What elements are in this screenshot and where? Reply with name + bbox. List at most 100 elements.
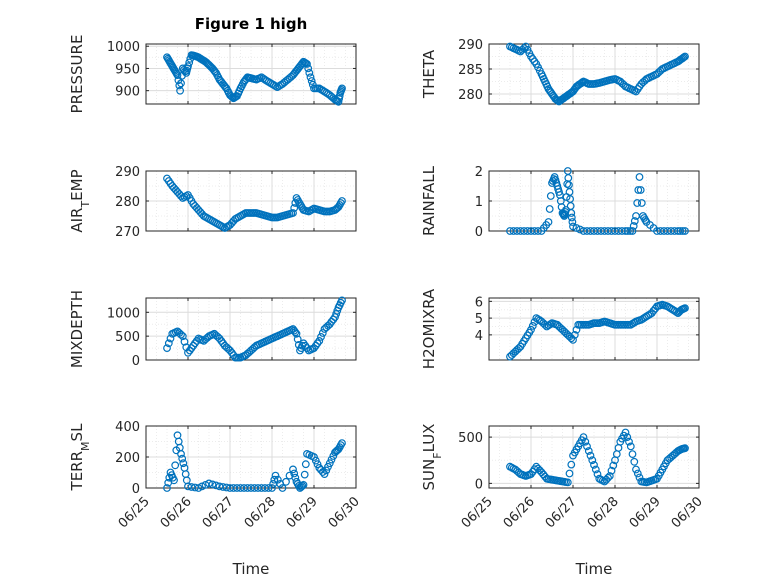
data-point: [527, 325, 535, 334]
data-point: [618, 227, 626, 235]
data-point: [177, 79, 185, 88]
data-point: [678, 227, 687, 235]
x-tick-label: 06/30: [326, 494, 363, 531]
data-point: [173, 71, 182, 79]
y-tick-label: 0: [475, 477, 483, 492]
data-point: [227, 92, 236, 100]
data-point: [163, 484, 171, 492]
data-point: [338, 197, 346, 205]
data-point: [305, 68, 314, 77]
axes-box: [488, 297, 700, 361]
y-tick-label: 950: [115, 62, 140, 77]
data-point: [282, 477, 290, 486]
data-point: [567, 460, 576, 469]
y-tick-label: 4: [475, 329, 483, 344]
data-point: [623, 227, 632, 235]
data-point: [607, 466, 616, 475]
axes-box: [145, 43, 357, 105]
data-point: [306, 73, 315, 82]
data-point: [541, 320, 549, 329]
data-point: [681, 304, 689, 313]
data-point: [614, 444, 623, 452]
data-point: [545, 205, 554, 213]
data-point: [163, 344, 171, 353]
y-tick-label: 290: [458, 38, 483, 53]
data-point: [177, 330, 185, 339]
axes-box: [488, 425, 700, 489]
data-point: [310, 453, 318, 461]
data-point: [681, 444, 689, 453]
data-point: [679, 53, 688, 62]
data-point: [609, 461, 618, 470]
data-point: [175, 81, 184, 90]
y-tick-label: 5: [475, 312, 483, 327]
panel-rainfall: 0 1 2 RAINFALL: [420, 165, 700, 240]
data-point: [185, 58, 194, 67]
data-point: [625, 437, 633, 446]
data-point: [552, 95, 561, 104]
data-point: [182, 476, 191, 485]
data-point: [315, 337, 324, 345]
data-point: [318, 329, 327, 337]
data-point: [636, 186, 645, 194]
data-point: [637, 199, 646, 207]
data-point: [327, 455, 336, 464]
data-point: [577, 79, 586, 88]
y-axis-label-air-temp: AIRTEMP: [68, 169, 92, 232]
data-point: [271, 471, 280, 480]
data-point: [628, 227, 637, 235]
data-point: [581, 437, 590, 446]
data-point: [528, 322, 537, 330]
data-point: [268, 484, 276, 492]
y-tick-label: 280: [115, 195, 140, 210]
x-tick-label: 06/29: [627, 494, 664, 531]
data-point: [177, 450, 185, 458]
data-point: [628, 450, 637, 459]
y-axis-label-mixdepth: MIXDEPTH: [68, 290, 86, 368]
y-tick-label: 280: [458, 88, 483, 103]
x-tick-label: 06/27: [200, 494, 237, 531]
panel-air-temp: 270 280 290 AIRTEMP: [68, 165, 357, 240]
panel-pressure: 900 950 1000 PRESSURE: [68, 35, 357, 114]
data-point: [576, 225, 584, 234]
y-tick-label: 1: [475, 195, 483, 210]
figure-title: Figure 1 high: [195, 15, 308, 33]
data-point: [572, 224, 581, 232]
data-point: [178, 332, 187, 341]
data-point: [338, 296, 346, 305]
y-tick-label: 1000: [107, 306, 140, 321]
data-point: [264, 484, 273, 492]
x-axis-label-right: Time: [575, 560, 613, 578]
data-point: [565, 188, 574, 196]
y-axis-label-rainfall: RAINFALL: [420, 165, 438, 236]
data-point: [612, 450, 621, 459]
data-point: [270, 475, 279, 484]
data-point: [176, 86, 185, 95]
data-point: [629, 222, 638, 230]
data-point: [278, 484, 287, 492]
y-tick-label: 500: [458, 431, 483, 446]
data-point: [297, 483, 306, 491]
data-point: [273, 475, 282, 484]
data-point: [179, 459, 188, 468]
data-point: [579, 433, 588, 442]
data-point: [569, 222, 577, 231]
data-point: [568, 218, 577, 226]
data-point: [588, 456, 597, 465]
x-tick-label: 06/25: [459, 494, 496, 531]
y-tick-label: 290: [115, 165, 140, 180]
x-tick-label: 06/28: [585, 494, 622, 531]
panel-sun-flux: 0 500 06/25 06/26 06/27 06/28 06/29 06/30 SUNFLU…: [420, 424, 706, 532]
data-point: [212, 481, 220, 490]
data-point: [633, 469, 642, 478]
data-point: [623, 433, 632, 442]
y-axis-label-pressure: PRESSURE: [68, 35, 86, 114]
data-point: [303, 60, 311, 68]
data-point: [171, 461, 180, 470]
data-point: [164, 339, 173, 348]
data-point: [322, 466, 331, 475]
data-point: [320, 470, 329, 479]
data-point: [325, 459, 334, 468]
y-axis-label-h2omixra: H2OMIXRA: [420, 288, 438, 369]
data-point: [299, 481, 308, 489]
